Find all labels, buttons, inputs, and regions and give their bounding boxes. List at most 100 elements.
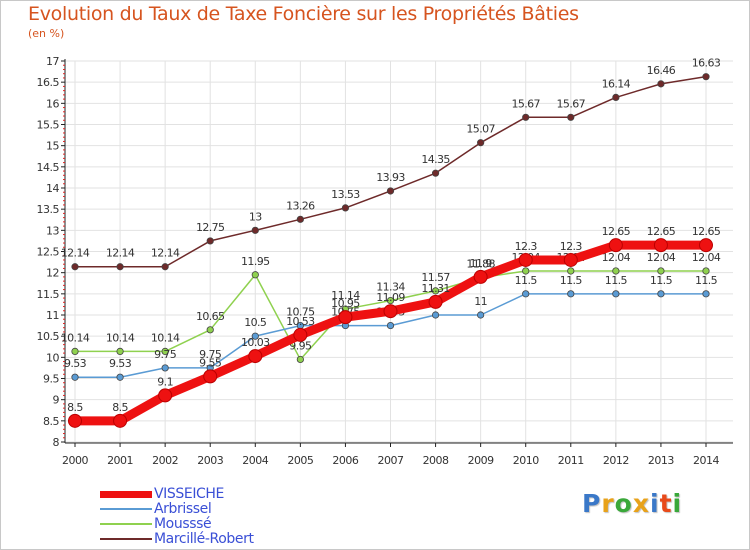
data-point bbox=[518, 252, 533, 267]
x-tick-label: 2013 bbox=[648, 454, 674, 467]
data-label: 10.14 bbox=[61, 331, 90, 344]
data-point bbox=[699, 238, 713, 253]
data-point bbox=[71, 373, 79, 381]
logo-letter: o bbox=[614, 489, 633, 518]
data-label: 12.14 bbox=[106, 247, 135, 260]
data-label: 9.95 bbox=[289, 339, 312, 352]
data-label: 11.5 bbox=[695, 274, 718, 287]
data-point bbox=[702, 290, 710, 298]
unit-label: (en %) bbox=[28, 27, 65, 40]
data-point bbox=[206, 326, 214, 334]
data-point bbox=[158, 388, 173, 403]
legend-label-arbrissel: Arbrissel bbox=[154, 501, 212, 517]
x-tick-label: 2010 bbox=[513, 454, 539, 467]
y-tick-label: 13.5 bbox=[37, 203, 60, 216]
legend-swatch-mousse bbox=[100, 523, 152, 525]
data-label: 16.63 bbox=[692, 57, 721, 70]
legend-swatch-arbrissel bbox=[100, 508, 152, 510]
data-point bbox=[563, 252, 578, 267]
y-tick-label: 14 bbox=[46, 182, 59, 195]
data-point bbox=[657, 267, 665, 275]
data-point bbox=[338, 310, 353, 325]
data-label: 11.5 bbox=[515, 274, 538, 287]
logo-letter: t bbox=[659, 489, 673, 518]
data-point bbox=[567, 267, 575, 275]
data-label: 16.14 bbox=[602, 77, 631, 90]
data-point bbox=[612, 290, 620, 298]
x-tick-label: 2011 bbox=[558, 454, 584, 467]
x-tick-label: 2012 bbox=[603, 454, 629, 467]
data-label: 11.95 bbox=[241, 255, 270, 268]
data-label: 15.07 bbox=[466, 123, 495, 136]
y-tick-label: 16 bbox=[46, 97, 59, 110]
data-point bbox=[428, 294, 443, 309]
data-point bbox=[161, 263, 169, 271]
data-point bbox=[341, 204, 350, 212]
data-label: 9.53 bbox=[109, 357, 132, 370]
data-point bbox=[612, 267, 620, 275]
data-label: 12.75 bbox=[196, 221, 225, 234]
data-label: 13.93 bbox=[376, 171, 405, 184]
data-point bbox=[161, 347, 169, 356]
data-label: 9.75 bbox=[199, 348, 222, 361]
data-point bbox=[567, 113, 575, 121]
data-label: 12.65 bbox=[692, 225, 721, 238]
data-label: 13 bbox=[249, 210, 262, 223]
data-label: 11 bbox=[474, 295, 487, 308]
data-label: 14.35 bbox=[421, 153, 450, 166]
logo-letter: x bbox=[632, 489, 650, 518]
data-label: 16.46 bbox=[647, 64, 676, 77]
x-tick-label: 2004 bbox=[242, 454, 268, 467]
data-label: 10.14 bbox=[151, 331, 180, 344]
y-tick-label: 11 bbox=[46, 309, 59, 322]
x-tick-label: 2014 bbox=[693, 454, 719, 467]
y-tick-label: 12.5 bbox=[37, 246, 60, 259]
data-label: 12.3 bbox=[560, 240, 583, 253]
logo-letter: i bbox=[650, 489, 660, 518]
data-label: 15.67 bbox=[557, 97, 586, 110]
data-point bbox=[293, 327, 308, 342]
data-label: 10.14 bbox=[106, 331, 135, 344]
data-label: 9.53 bbox=[64, 357, 87, 370]
data-point bbox=[116, 347, 124, 356]
data-label: 11.57 bbox=[421, 271, 450, 284]
x-tick-label: 2005 bbox=[287, 454, 313, 467]
data-label: 8.5 bbox=[67, 401, 83, 414]
y-tick-label: 11.5 bbox=[37, 288, 60, 301]
x-tick-label: 2002 bbox=[152, 454, 178, 467]
data-label: 13.26 bbox=[286, 199, 315, 212]
data-label: 10.53 bbox=[286, 315, 315, 328]
data-label: 10.75 bbox=[286, 306, 315, 319]
y-tick-label: 10 bbox=[46, 351, 59, 364]
data-point bbox=[477, 311, 485, 319]
data-label: 11.88 bbox=[466, 258, 495, 271]
data-point bbox=[702, 267, 710, 275]
data-label: 9.75 bbox=[154, 348, 177, 361]
data-label: 10.03 bbox=[241, 336, 270, 349]
data-point bbox=[608, 238, 623, 253]
data-point bbox=[206, 237, 214, 245]
x-tick-label: 2006 bbox=[332, 454, 358, 467]
data-label: 11.5 bbox=[605, 274, 628, 287]
data-point bbox=[477, 139, 485, 147]
data-point bbox=[386, 321, 395, 330]
data-point bbox=[567, 290, 575, 298]
legend: VISSEICHE Arbrissel Mousssé Marcillé-Rob… bbox=[100, 486, 320, 547]
data-point bbox=[71, 263, 79, 271]
data-point bbox=[522, 267, 530, 275]
data-label: 12.3 bbox=[515, 240, 538, 253]
data-point bbox=[68, 413, 82, 428]
data-point bbox=[296, 355, 304, 364]
proxiti-logo: Proxiti bbox=[582, 489, 682, 518]
logo-letter: r bbox=[601, 489, 615, 518]
x-tick-label: 2009 bbox=[468, 454, 494, 467]
y-tick-label: 10.5 bbox=[37, 330, 60, 343]
legend-item-arbrissel: Arbrissel bbox=[100, 501, 320, 517]
data-point bbox=[386, 187, 395, 195]
data-point bbox=[161, 364, 169, 372]
legend-item-visseiche: VISSEICHE bbox=[100, 486, 320, 502]
data-point bbox=[113, 413, 128, 428]
data-label: 11.09 bbox=[376, 291, 405, 304]
